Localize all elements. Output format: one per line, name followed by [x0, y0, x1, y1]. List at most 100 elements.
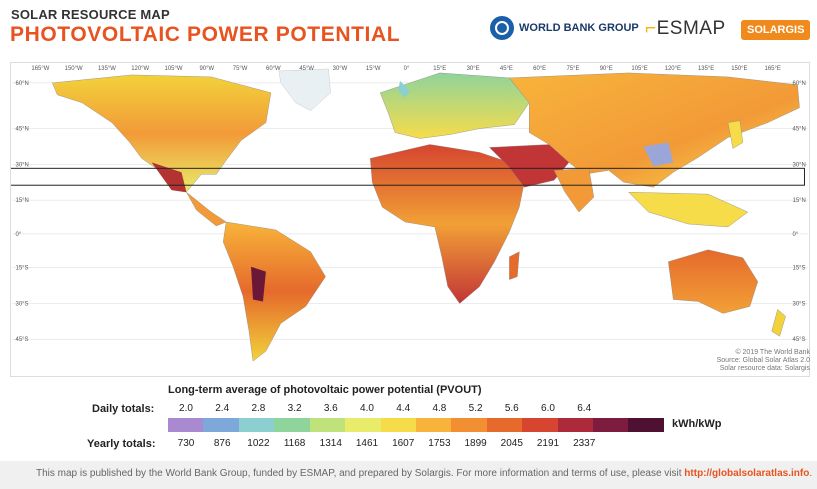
yearly-tick-label: 1314: [319, 438, 342, 449]
longitude-label: 165°W: [31, 66, 49, 72]
footer-text-body: This map is published by the World Bank …: [36, 468, 685, 479]
latitude-label: 30°S: [16, 301, 29, 307]
scale-swatch-1: [203, 418, 239, 432]
longitude-label: 60°E: [533, 66, 546, 72]
esmap-mark-icon: ⌐: [645, 18, 657, 39]
longitude-label: 120°E: [665, 66, 681, 72]
solargis-logo: SOLARGIS: [741, 20, 811, 40]
longitude-label: 90°W: [199, 66, 214, 72]
yearly-tick-label: 1753: [428, 438, 451, 449]
longitude-label: 135°W: [98, 66, 116, 72]
daily-tick-label: 4.4: [396, 403, 411, 414]
daily-totals-label: Daily totals:: [92, 403, 155, 415]
yearly-tick-label: 2045: [500, 438, 523, 449]
footer-text: This map is published by the World Bank …: [36, 468, 812, 479]
europe-region: [379, 72, 530, 139]
longitude-label: 15°W: [366, 66, 381, 72]
world-map: 165°W 150°W 135°W 120°W 105°W 90°W 75°W 60°W 45°…: [10, 62, 810, 377]
latitude-label: 45°S: [793, 337, 806, 343]
daily-tick-label: 6.4: [577, 403, 592, 414]
yearly-tick-label: 876: [213, 438, 231, 449]
legend-unit: kWh/kWp: [672, 418, 722, 430]
longitude-label: 75°W: [233, 66, 248, 72]
daily-tick-label: 2.4: [215, 403, 230, 414]
daily-tick-label: 4.8: [432, 403, 447, 414]
north-america-region: [51, 74, 272, 193]
latitude-label: 30°S: [793, 301, 806, 307]
latitude-label: 45°N: [16, 127, 29, 133]
latitude-label: 30°N: [793, 162, 806, 168]
atacama-hotspot: [251, 266, 266, 302]
scale-swatch-6: [380, 418, 416, 432]
yearly-tick-label: 1022: [247, 438, 270, 449]
legend-title: Long-term average of photovoltaic power …: [168, 384, 482, 396]
scale-swatch-8: [451, 418, 487, 432]
longitude-label: 75°E: [566, 66, 579, 72]
longitude-label: 45°W: [299, 66, 314, 72]
latitude-label: 15°S: [16, 266, 29, 272]
latitude-label: 0°: [793, 232, 799, 238]
daily-tick-label: 6.0: [541, 403, 555, 414]
source-line: Source: Global Solar Atlas 2.0: [716, 357, 810, 364]
central-america-region: [186, 192, 227, 227]
world-bank-logo-text: WORLD BANK GROUP: [519, 22, 639, 34]
map-copyright: © 2019 The World Bank Source: Global Sol…: [700, 349, 810, 373]
yearly-tick-label: 1899: [464, 438, 487, 449]
scale-swatch-0: [168, 418, 204, 432]
greenland-region: [278, 68, 331, 111]
british-isles-region: [398, 80, 410, 98]
scale-swatch-2: [238, 418, 275, 432]
map-subtitle: SOLAR RESOURCE MAP: [11, 7, 170, 22]
footer-text-end: .: [809, 468, 813, 479]
daily-tick-label: 5.2: [468, 403, 483, 414]
daily-tick-label: 3.2: [287, 403, 302, 414]
yearly-tick-label: 730: [177, 438, 195, 449]
longitude-label: 90°E: [600, 66, 613, 72]
longitude-label: 105°E: [631, 66, 647, 72]
sichuan-low-region: [643, 142, 674, 167]
yearly-tick-label: 1461: [355, 438, 379, 449]
longitude-label: 45°E: [500, 66, 513, 72]
latitude-label: 60°N: [16, 81, 29, 87]
madagascar-region: [509, 251, 520, 280]
scale-swatch-9: [486, 418, 523, 432]
southeast-asia-region: [628, 191, 749, 228]
highlight-box: [11, 167, 805, 186]
yearly-tick-label: 2337: [573, 438, 596, 449]
data-source-line: Solar resource data: Solargis: [719, 365, 810, 372]
footer-link[interactable]: http://globalsolaratlas.info: [684, 468, 810, 479]
daily-tick-label: 3.6: [323, 403, 338, 414]
daily-tick-label: 2.8: [251, 403, 266, 414]
longitude-label: 105°W: [165, 66, 183, 72]
footer-bar: [0, 461, 817, 489]
map-title: PHOTOVOLTAIC POWER POTENTIAL: [10, 23, 401, 46]
daily-tick-label: 2.0: [179, 403, 193, 414]
australia-region: [668, 249, 758, 314]
copyright-line: © 2019 The World Bank: [735, 349, 810, 356]
latitude-label: 15°N: [793, 198, 806, 204]
longitude-label: 150°W: [65, 66, 83, 72]
new-zealand-region: [771, 309, 786, 337]
latitude-label: 45°S: [16, 337, 29, 343]
logo-bar: WORLD BANK GROUP ⌐ESMAP SOLARGIS: [490, 16, 811, 48]
yearly-totals-label: Yearly totals:: [87, 438, 156, 450]
esmap-logo: ⌐ESMAP: [645, 18, 726, 40]
longitude-label: 0°: [404, 66, 410, 72]
longitude-label: 15°E: [433, 66, 446, 72]
longitude-label: 60°W: [266, 66, 281, 72]
yearly-tick-label: 2191: [536, 438, 560, 449]
longitude-label: 135°E: [698, 66, 714, 72]
japan-region: [727, 120, 744, 149]
latitude-label: 30°N: [16, 162, 29, 168]
scale-swatch-12: [593, 418, 629, 432]
longitude-labels: 165°W 150°W 135°W 120°W 105°W 90°W 75°W 60°W 45°…: [31, 66, 780, 72]
scale-swatch-10: [522, 418, 558, 432]
asia-region: [508, 72, 800, 188]
scale-swatch-5: [345, 418, 381, 432]
yearly-tick-label: 1607: [392, 438, 415, 449]
latitude-label: 60°N: [793, 81, 806, 87]
color-scale-bar: [168, 418, 664, 432]
daily-tick-label: 4.0: [360, 403, 374, 414]
yearly-tick-label: 1168: [283, 438, 306, 449]
scale-swatch-3: [274, 418, 310, 432]
